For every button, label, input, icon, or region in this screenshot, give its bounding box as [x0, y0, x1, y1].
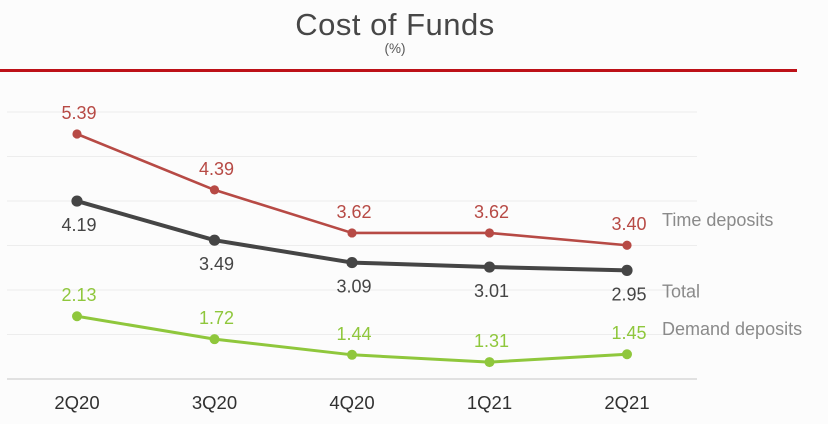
data-point-label-demand-deposits-4q20: 1.44	[336, 324, 371, 344]
data-point-marker-total-2q21	[621, 264, 633, 276]
data-point-marker-time-deposits-2q21	[622, 240, 632, 250]
data-point-label-demand-deposits-2q21: 1.45	[611, 323, 646, 343]
data-point-marker-demand-deposits-4q20	[347, 349, 357, 360]
data-point-label-time-deposits-3q20: 4.39	[199, 159, 234, 179]
data-point-label-time-deposits-2q21: 3.40	[611, 214, 646, 234]
data-point-label-total-1q21: 3.01	[474, 281, 509, 301]
data-point-marker-total-2q20	[71, 195, 83, 207]
data-point-label-demand-deposits-1q21: 1.31	[474, 331, 509, 351]
data-point-marker-demand-deposits-2q21	[622, 349, 632, 360]
x-axis-label-2q21: 2Q21	[604, 392, 649, 413]
data-point-marker-total-1q21	[483, 261, 496, 273]
data-point-marker-time-deposits-2q20	[72, 129, 82, 139]
x-axis-label-1q21: 1Q21	[467, 392, 512, 413]
data-point-label-time-deposits-1q21: 3.62	[474, 202, 509, 222]
data-point-marker-time-deposits-1q21	[484, 228, 495, 238]
data-point-label-total-4q20: 3.09	[336, 277, 371, 297]
data-point-marker-time-deposits-3q20	[209, 185, 220, 195]
data-point-label-total-2q21: 2.95	[611, 284, 646, 304]
x-axis-label-4q20: 4Q20	[329, 392, 374, 413]
x-axis-label-2q20: 2Q20	[54, 392, 99, 413]
data-point-marker-total-3q20	[208, 234, 221, 246]
data-point-label-time-deposits-4q20: 3.62	[336, 202, 371, 222]
legend-label-time-deposits: Time deposits	[662, 210, 773, 230]
data-point-label-time-deposits-2q20: 5.39	[61, 103, 96, 123]
data-point-marker-demand-deposits-3q20	[209, 334, 220, 345]
accent-divider-rule	[0, 69, 797, 72]
data-point-label-total-3q20: 3.49	[199, 254, 234, 274]
data-point-label-demand-deposits-2q20: 2.13	[61, 285, 96, 305]
x-axis-label-3q20: 3Q20	[192, 392, 237, 413]
data-point-label-total-2q20: 4.19	[61, 215, 96, 235]
data-point-marker-time-deposits-4q20	[347, 228, 357, 238]
legend-label-total: Total	[662, 281, 700, 301]
data-point-label-demand-deposits-3q20: 1.72	[199, 308, 234, 328]
legend-label-demand-deposits: Demand deposits	[662, 319, 802, 339]
data-point-marker-total-4q20	[346, 256, 358, 269]
data-point-marker-demand-deposits-1q21	[484, 357, 495, 368]
data-point-marker-demand-deposits-2q20	[72, 311, 82, 322]
